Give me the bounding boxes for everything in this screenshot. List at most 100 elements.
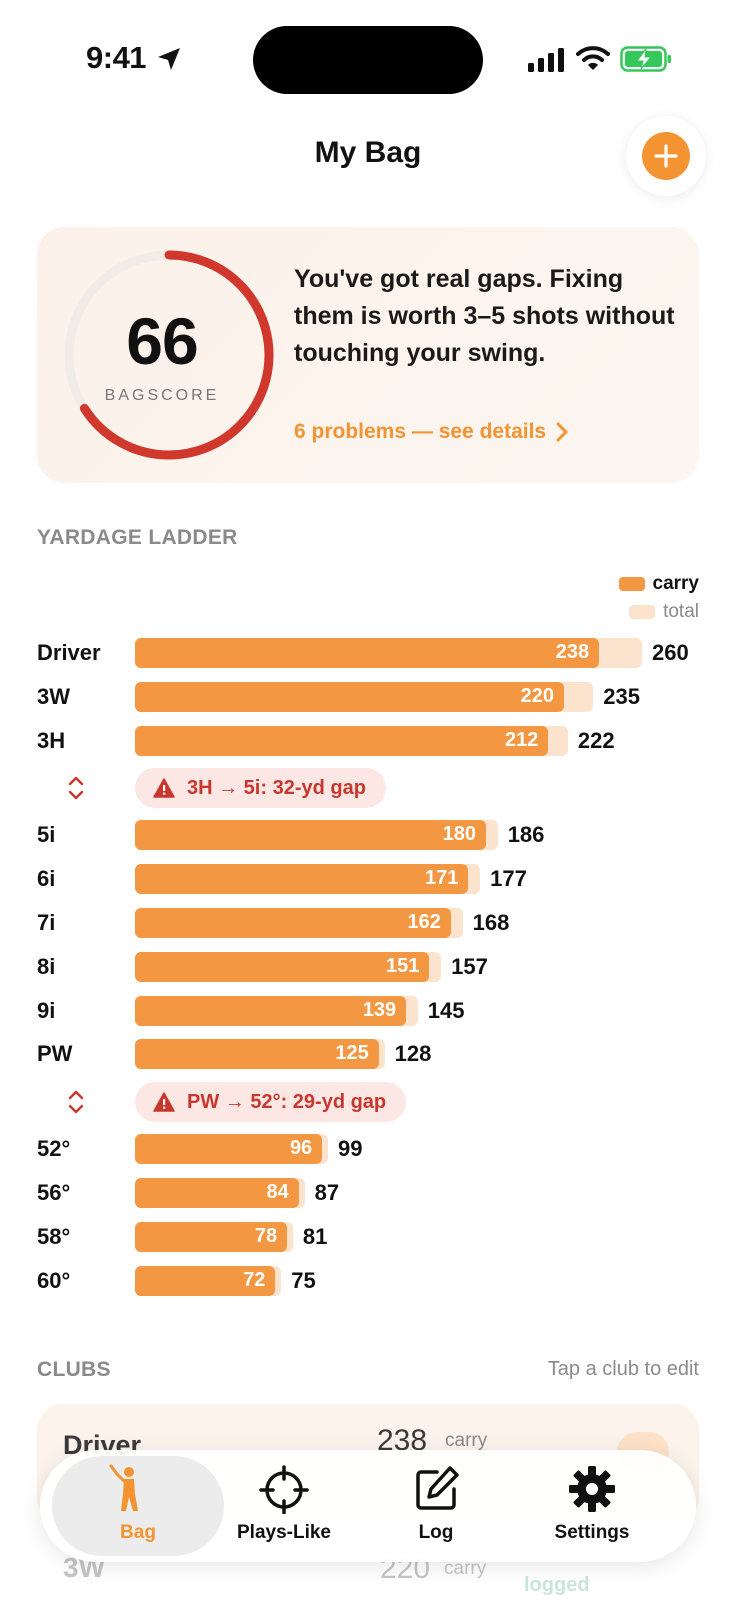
carry-bar (135, 1039, 379, 1070)
total-value: 81 (302, 1223, 328, 1249)
club-card-3w-status: logged (524, 1574, 590, 1596)
golfer-icon (109, 1464, 138, 1511)
carry-bar (135, 820, 486, 851)
carry-bar (135, 1134, 323, 1165)
ladder-club-label: 3H (37, 727, 66, 753)
carry-value: 171 (425, 867, 459, 890)
battery-charging-icon (620, 46, 671, 72)
carry-bar (135, 995, 407, 1026)
bagscore-message: You've got real gaps. Fixing them is wor… (294, 265, 675, 367)
total-value: 186 (507, 822, 545, 848)
tab-settings[interactable]: Settings (510, 1450, 674, 1562)
expand-chevrons-icon[interactable] (66, 1088, 86, 1116)
carry-bar (135, 1265, 276, 1296)
warning-icon (153, 1092, 175, 1112)
legend-total: total (619, 598, 699, 626)
gap-warning-row: 3H → 5i: 32-yd gap (0, 766, 736, 810)
ladder-legend: carry total (618, 570, 700, 626)
total-value: 222 (577, 727, 615, 753)
legend-carry: carry (618, 570, 700, 598)
clubs-section-title: CLUBS (37, 1358, 111, 1381)
carry-bar (135, 638, 600, 668)
carry-value: 180 (442, 823, 476, 846)
ladder-row[interactable]: 60° 72 75 (0, 1260, 736, 1304)
add-club-button-wrapper (626, 116, 706, 196)
ladder-club-label: 8i (37, 953, 56, 979)
legend-carry-label: carry (652, 573, 700, 594)
total-value: 177 (490, 866, 527, 892)
gap-warning-pill[interactable]: 3H → 5i: 32-yd gap (135, 768, 386, 809)
ladder-row[interactable]: Driver 238 260 (0, 632, 736, 676)
total-value: 75 (291, 1267, 316, 1293)
total-value: 145 (427, 997, 465, 1023)
tab-plays-like[interactable]: Plays-Like (202, 1450, 366, 1562)
carry-bar (135, 864, 469, 895)
gap-warning-row: PW → 52°: 29-yd gap (0, 1080, 736, 1124)
carry-value: 78 (254, 1224, 278, 1247)
add-club-button[interactable] (642, 132, 690, 180)
gap-warning-text: 3H → 5i: 32-yd gap (187, 776, 366, 799)
bagscore-card[interactable]: 66 BAGSCORE You've got real gaps. Fixing… (37, 227, 699, 483)
carry-bar (135, 725, 549, 756)
total-value: 260 (652, 640, 689, 665)
carry-value: 238 (555, 641, 590, 663)
bagscore-ring (64, 250, 274, 460)
carry-bar (135, 1221, 288, 1252)
ladder-row[interactable]: 58° 78 81 (0, 1216, 736, 1260)
bagscore-value: 66 (126, 304, 198, 378)
gear-icon (569, 1466, 615, 1512)
tab-bag-highlight (52, 1456, 224, 1556)
ladder-row[interactable]: 3W 220 235 (0, 676, 736, 720)
tab-bar: Bag Plays-Like Log (40, 1450, 696, 1562)
ladder-club-label: 3W (37, 683, 70, 709)
carry-value: 96 (289, 1137, 313, 1160)
wifi-icon (576, 46, 610, 70)
ladder-row[interactable]: 6i 171 177 (0, 858, 736, 902)
see-details-label: 6 problems — see details (294, 420, 547, 443)
ladder-club-label: 56° (37, 1180, 71, 1205)
club-card-3w-carry-label: carry (444, 1558, 487, 1579)
clubs-hint: Tap a club to edit (547, 1358, 699, 1380)
tab-bag[interactable]: Bag (46, 1450, 224, 1562)
carry-bar (135, 681, 564, 712)
crosshair-icon (259, 1465, 309, 1514)
ladder-club-label: 5i (37, 822, 56, 848)
see-details-link[interactable]: 6 problems — see details (294, 420, 568, 444)
ladder-club-label: 9i (37, 997, 56, 1023)
ladder-row[interactable]: PW 125 128 (0, 1033, 736, 1077)
ladder-row[interactable]: 3H 212 222 (0, 720, 736, 764)
edit-icon (416, 1466, 459, 1510)
total-value: 87 (314, 1180, 340, 1205)
total-value: 168 (472, 910, 510, 935)
ladder-row[interactable]: 8i 151 157 (0, 946, 736, 990)
ladder-row[interactable]: 52° 96 99 (0, 1128, 736, 1172)
carry-value: 151 (386, 954, 420, 977)
bagscore-ring-progress (64, 250, 274, 460)
ladder-row[interactable]: 9i 139 145 (0, 990, 736, 1034)
carry-bar (135, 908, 451, 938)
ladder-club-label: 58° (37, 1223, 71, 1249)
gap-warning-pill[interactable]: PW → 52°: 29-yd gap (135, 1082, 407, 1123)
gap-warning-text: PW → 52°: 29-yd gap (187, 1090, 387, 1113)
ladder-club-label: PW (37, 1041, 73, 1067)
carry-value: 220 (520, 684, 554, 707)
carry-value: 139 (362, 998, 397, 1021)
total-value: 99 (338, 1136, 363, 1162)
ladder-row[interactable]: 5i 180 186 (0, 814, 736, 858)
expand-chevrons-icon[interactable] (66, 774, 86, 802)
ladder-row[interactable]: 7i 162 168 (0, 902, 736, 946)
location-arrow-icon (158, 48, 180, 70)
ladder-club-label: 7i (37, 910, 56, 935)
carry-value: 84 (266, 1181, 289, 1203)
legend-total-swatch (629, 605, 656, 619)
total-value: 235 (603, 683, 641, 709)
carry-value: 212 (505, 728, 539, 751)
tab-log[interactable]: Log (354, 1450, 518, 1562)
total-value: 128 (394, 1041, 432, 1067)
chevron-right-icon (556, 422, 568, 442)
ladder-row[interactable]: 56° 84 87 (0, 1172, 736, 1216)
cellular-signal-icon (528, 48, 564, 72)
yardage-ladder-title: YARDAGE LADDER (37, 526, 238, 549)
tab-settings-label: Settings (554, 1522, 630, 1543)
plus-icon (654, 144, 678, 168)
